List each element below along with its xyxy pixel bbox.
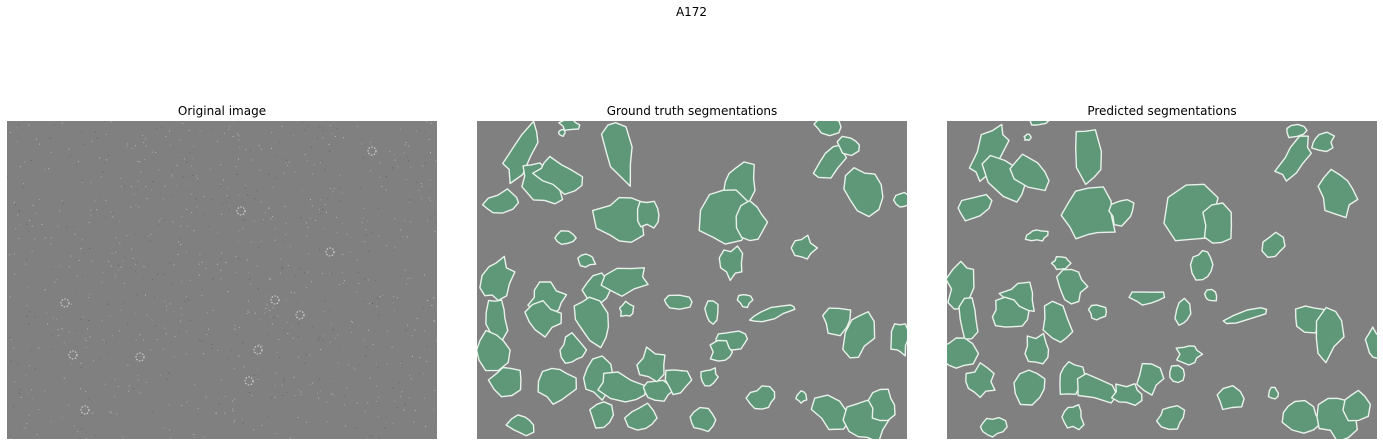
- cell-mask: [1025, 334, 1049, 364]
- cell-mask: [1024, 134, 1031, 140]
- cell-speck: [61, 299, 69, 307]
- predicted-mask-image: [947, 121, 1377, 439]
- predicted-panel: [947, 121, 1377, 439]
- cell-mask: [620, 301, 634, 316]
- cell-mask: [1137, 364, 1164, 396]
- cell-mask: [1052, 257, 1072, 270]
- cell-mask: [598, 372, 647, 402]
- cell-mask: [560, 333, 587, 364]
- cell-mask: [506, 415, 534, 436]
- cell-mask: [574, 297, 608, 347]
- cell-speck: [136, 353, 144, 361]
- cell-mask: [959, 298, 978, 339]
- cell-mask: [1316, 308, 1344, 363]
- cell-mask: [736, 201, 767, 241]
- cell-mask: [1057, 269, 1088, 304]
- cell-mask: [1262, 232, 1285, 257]
- cell-mask: [705, 301, 718, 324]
- cell-mask: [1170, 366, 1185, 383]
- cell-mask: [555, 231, 576, 245]
- cell-mask: [1030, 121, 1049, 125]
- cell-mask: [578, 254, 596, 267]
- cell-mask: [796, 391, 807, 403]
- cell-mask: [480, 256, 515, 300]
- cell-mask: [791, 235, 817, 259]
- cell-mask: [1112, 384, 1142, 406]
- cell-mask: [1076, 130, 1102, 185]
- cell-mask: [958, 195, 992, 221]
- cell-speck: [237, 207, 245, 215]
- panel-title-original: Original image: [7, 104, 437, 118]
- cell-mask: [750, 305, 795, 322]
- cell-mask: [966, 363, 995, 398]
- cell-speck: [296, 311, 304, 319]
- cell-mask: [625, 403, 658, 430]
- figure-title: A172: [0, 5, 1383, 19]
- cell-mask: [844, 168, 883, 217]
- cell-speck: [326, 248, 334, 256]
- cell-mask: [1205, 289, 1217, 300]
- cell-mask: [1062, 405, 1084, 430]
- ground-truth-mask-image: [477, 121, 907, 439]
- cell-mask: [1025, 230, 1048, 241]
- cell-mask: [1223, 308, 1266, 324]
- cell-mask: [1365, 327, 1377, 358]
- cell-mask: [1343, 390, 1371, 420]
- cell-mask: [1176, 346, 1202, 365]
- cell-mask: [891, 324, 907, 356]
- cell-mask: [1089, 305, 1107, 320]
- cell-mask: [737, 295, 753, 308]
- cell-mask: [701, 368, 718, 386]
- cell-mask: [665, 295, 693, 309]
- cell-mask: [1312, 132, 1335, 151]
- cell-mask: [637, 347, 665, 382]
- cell-mask: [719, 246, 742, 280]
- cell-mask: [894, 193, 907, 207]
- cell-mask: [1014, 370, 1045, 405]
- cell-speck: [254, 346, 262, 354]
- cell-mask: [638, 201, 659, 228]
- panel-title-predicted: Predicted segmentations: [947, 104, 1377, 118]
- cell-mask: [1157, 406, 1185, 430]
- cell-mask: [538, 368, 576, 404]
- cell-mask: [602, 123, 633, 187]
- cell-speck: [69, 351, 77, 359]
- cell-mask: [1061, 187, 1115, 239]
- original-microscopy-image: [7, 121, 437, 439]
- cell-speck: [368, 147, 376, 155]
- cell-speck: [271, 296, 279, 304]
- cell-mask: [980, 418, 1007, 437]
- cell-mask: [1191, 251, 1213, 281]
- cell-mask: [1203, 203, 1232, 243]
- cell-mask: [746, 386, 775, 409]
- cell-mask: [814, 121, 841, 136]
- cell-mask: [1268, 387, 1278, 399]
- cell-mask: [1129, 292, 1164, 305]
- cell-mask: [488, 368, 521, 397]
- cell-mask: [1318, 169, 1358, 217]
- cell-mask: [690, 408, 716, 432]
- cell-mask: [1282, 401, 1321, 434]
- cell-mask: [1175, 298, 1191, 325]
- cell-mask: [483, 189, 519, 213]
- cell-mask: [559, 121, 580, 130]
- ground-truth-panel: [477, 121, 907, 439]
- cell-speck: [81, 406, 89, 414]
- cell-mask: [868, 389, 895, 420]
- cell-mask: [590, 402, 614, 428]
- cell-mask: [1043, 301, 1073, 342]
- cell-mask: [1275, 136, 1312, 181]
- original-image-panel: [7, 121, 437, 439]
- panel-title-ground-truth: Ground truth segmentations: [477, 104, 907, 118]
- cell-speck: [245, 377, 253, 385]
- cell-mask: [1217, 386, 1244, 410]
- cell-mask: [947, 338, 979, 368]
- cell-mask: [1078, 374, 1118, 403]
